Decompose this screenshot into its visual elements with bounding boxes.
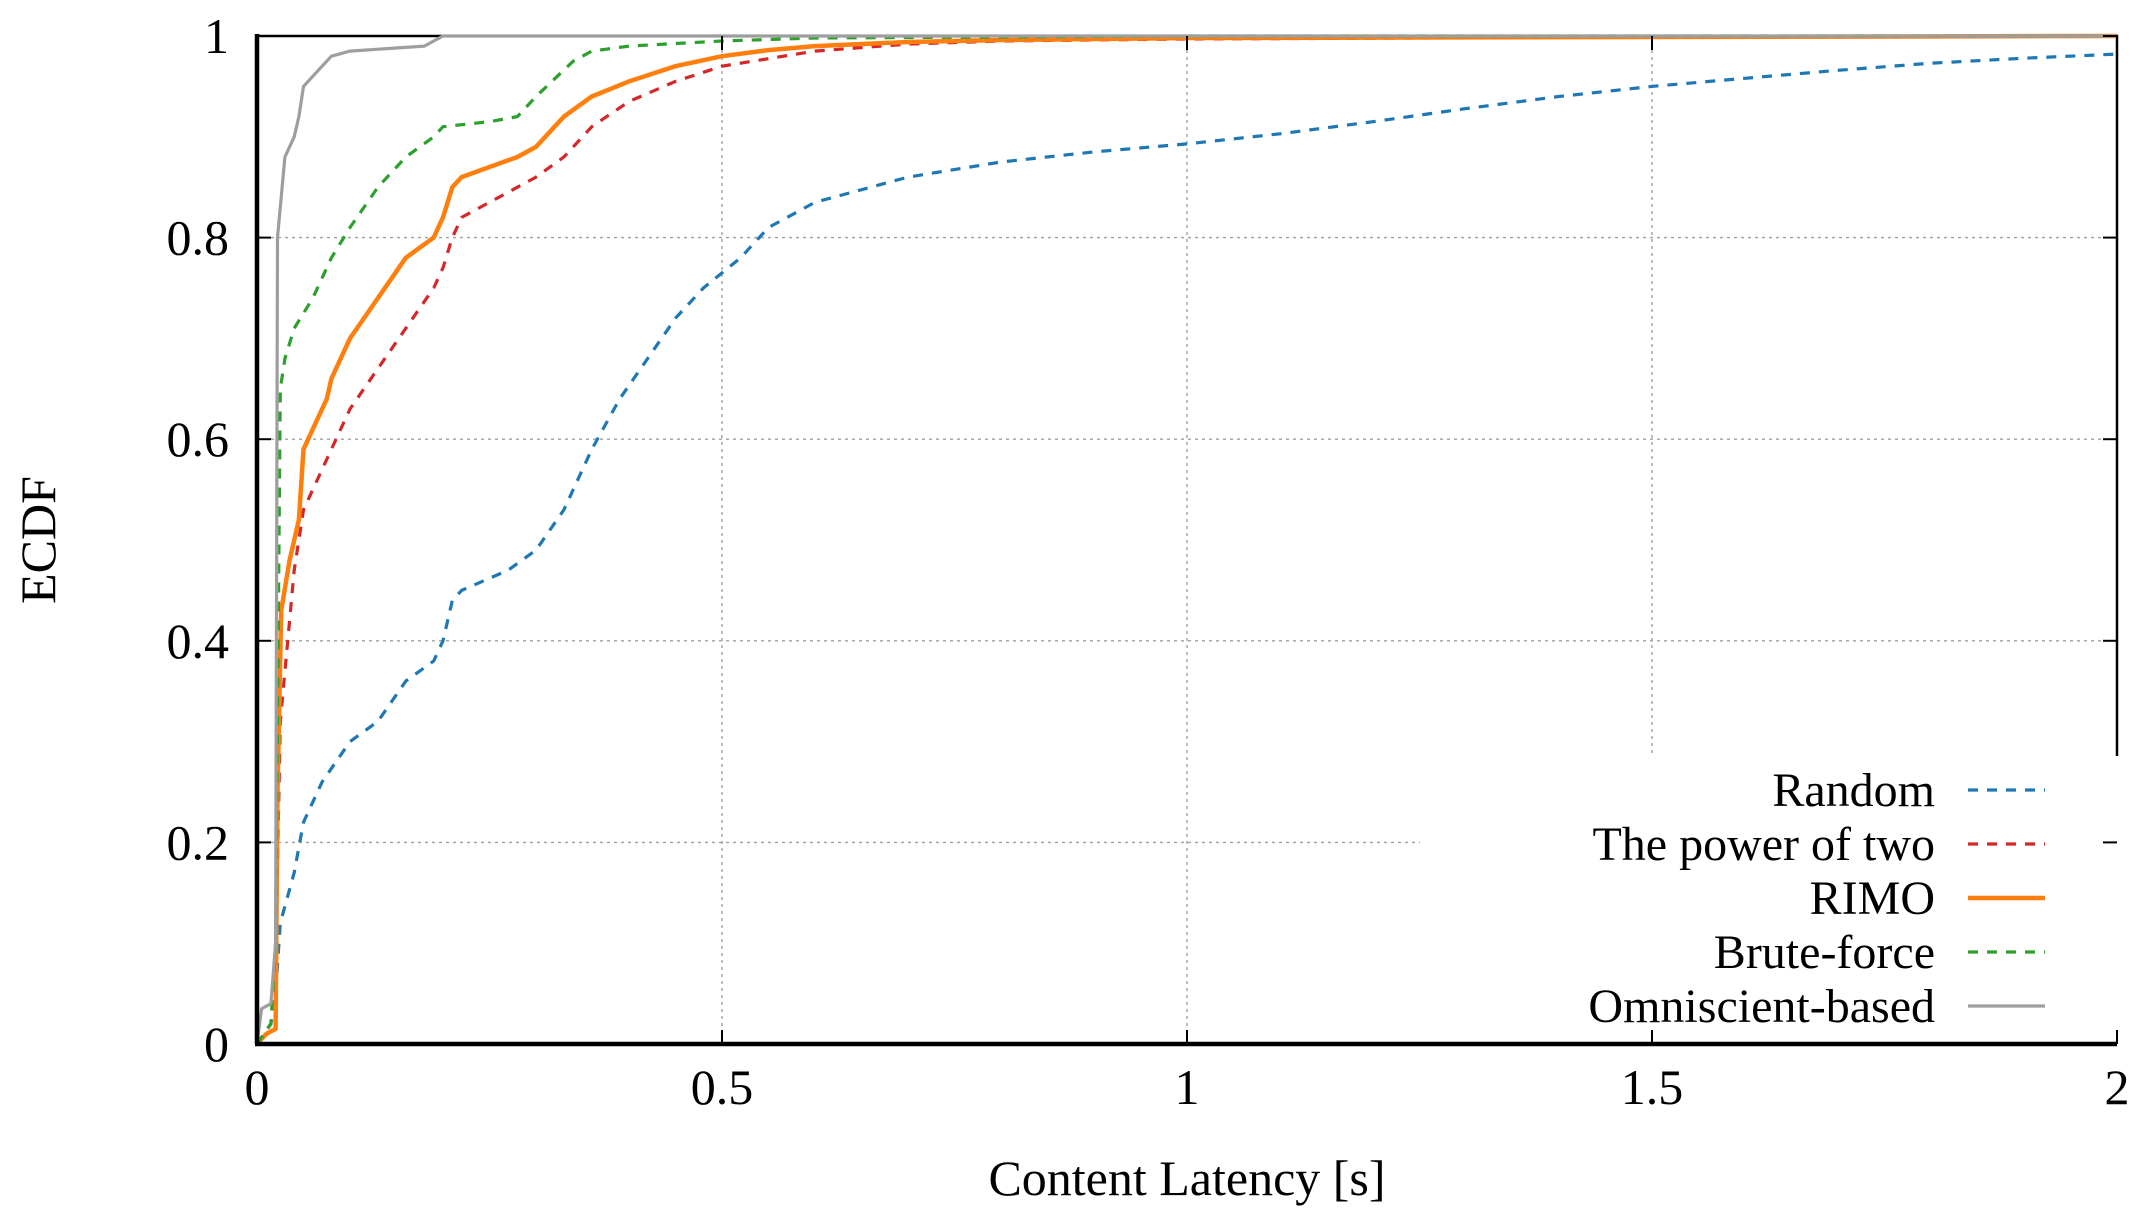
series-line-the-power-of-two: [255, 34, 2118, 1045]
legend-label-random: Random: [1772, 764, 1935, 817]
x-tick-label: 2: [2105, 1059, 2130, 1115]
x-tick-label: 1.5: [1621, 1059, 1684, 1115]
x-axis-title: Content Latency [s]: [988, 1150, 1385, 1206]
x-tick-label: 1: [1175, 1059, 1200, 1115]
y-tick-label: 0.6: [167, 411, 230, 467]
y-axis-title: ECDF: [10, 476, 66, 604]
series-line-random: [255, 52, 2118, 1045]
series-line-omniscient-based: [255, 34, 2117, 1045]
x-tick-label: 0: [245, 1059, 270, 1115]
axis-ticks: [256, 35, 2118, 1045]
legend-label-the-power-of-two: The power of two: [1592, 818, 1935, 871]
y-tick-label: 0: [204, 1016, 229, 1072]
y-tick-label: 0.2: [167, 814, 230, 870]
legend-label-omniscient-based: Omniscient-based: [1588, 980, 1935, 1033]
series-line-rimo: [255, 33, 2118, 1046]
y-tick-label: 0.8: [167, 210, 230, 266]
legend-label-rimo: RIMO: [1810, 872, 1935, 925]
legend-label-brute-force: Brute-force: [1714, 926, 1935, 979]
series-lines: [255, 33, 2118, 1046]
legend-background: [1420, 756, 2120, 1046]
y-tick-label: 1: [204, 8, 229, 64]
x-tick-label: 0.5: [691, 1059, 754, 1115]
y-tick-label: 0.4: [167, 613, 230, 669]
series-line-brute-force: [255, 34, 2117, 1045]
